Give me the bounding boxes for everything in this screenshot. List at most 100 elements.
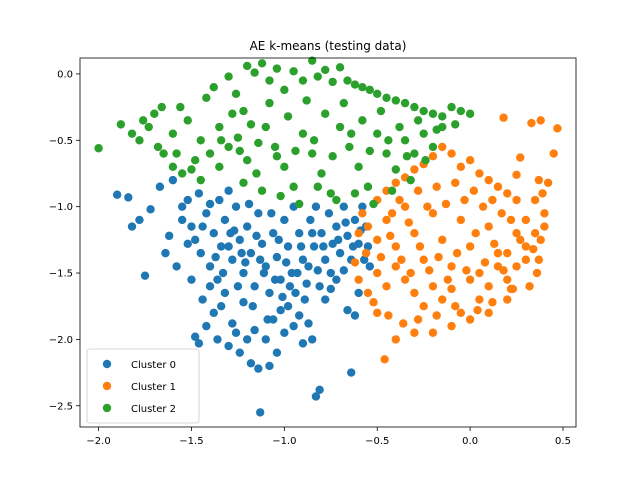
data-point: [434, 252, 443, 262]
legend-marker: [102, 359, 112, 369]
data-point: [239, 268, 248, 278]
data-point: [190, 156, 200, 165]
data-point: [265, 76, 274, 85]
data-point: [447, 262, 456, 271]
data-point: [386, 231, 395, 241]
data-point: [382, 93, 391, 103]
data-point: [326, 268, 335, 278]
data-point: [382, 282, 391, 291]
data-point: [335, 248, 345, 258]
data-point: [177, 202, 187, 211]
data-point: [285, 282, 295, 291]
data-point: [213, 335, 222, 344]
data-point: [209, 308, 218, 318]
data-point: [209, 229, 218, 238]
data-point: [387, 209, 397, 218]
data-point: [242, 222, 252, 231]
data-point: [272, 152, 282, 161]
data-point: [239, 298, 248, 307]
data-point: [205, 199, 215, 209]
data-point: [484, 282, 493, 291]
data-point: [276, 305, 285, 315]
data-point: [283, 302, 293, 311]
data-point: [428, 152, 438, 161]
data-point: [187, 165, 196, 174]
data-point: [272, 64, 282, 73]
data-point: [365, 262, 374, 271]
data-point: [228, 319, 237, 328]
data-point: [196, 248, 205, 258]
x-axis: −2.0 −1.5 −1.0 −0.5 0.0 0.5: [86, 427, 571, 447]
data-point: [493, 248, 503, 258]
data-point: [354, 229, 363, 238]
data-point: [529, 244, 538, 254]
data-point: [255, 408, 265, 417]
data-point: [161, 248, 170, 258]
data-point: [475, 169, 484, 178]
data-point: [224, 242, 233, 251]
data-point: [419, 106, 428, 116]
data-point: [265, 98, 274, 108]
x-tick-label: −1.5: [179, 436, 203, 447]
data-point: [157, 102, 166, 112]
data-point: [291, 146, 300, 156]
data-point: [503, 275, 512, 284]
data-point: [280, 85, 289, 95]
data-point: [382, 215, 391, 225]
data-point: [298, 339, 308, 348]
data-point: [274, 235, 283, 245]
y-axis: 0.0 −0.5 −1.0 −1.5 −2.0 −2.5: [49, 69, 80, 412]
data-point: [512, 262, 521, 271]
data-point: [343, 76, 352, 85]
data-point: [293, 268, 302, 278]
data-point: [451, 178, 460, 187]
data-point: [410, 229, 419, 238]
data-point: [135, 136, 144, 145]
data-point: [447, 149, 456, 158]
data-point: [413, 315, 423, 324]
data-point: [116, 120, 126, 129]
data-point: [456, 308, 466, 318]
data-point: [168, 129, 178, 138]
data-point: [198, 295, 207, 304]
data-point: [402, 152, 412, 161]
data-point: [308, 149, 317, 158]
data-point: [480, 258, 490, 267]
data-point: [326, 284, 335, 294]
data-point: [308, 229, 317, 238]
data-point: [413, 186, 423, 195]
y-tick-label: −2.0: [49, 335, 73, 346]
data-point: [127, 222, 137, 231]
data-point: [315, 385, 324, 395]
data-point: [183, 116, 192, 125]
data-point: [350, 258, 360, 267]
data-point: [540, 209, 549, 218]
data-point: [358, 83, 367, 92]
data-point: [376, 106, 386, 116]
data-point: [194, 189, 204, 198]
x-tick-label: 0.0: [462, 436, 478, 447]
data-point: [246, 248, 256, 258]
data-point: [373, 268, 382, 278]
data-point: [350, 80, 360, 89]
data-point: [503, 248, 512, 258]
y-tick-label: −1.0: [49, 202, 73, 213]
data-point: [269, 229, 278, 238]
data-point: [196, 175, 205, 185]
data-point: [187, 275, 196, 284]
data-point: [291, 288, 300, 298]
legend-marker: [102, 403, 112, 413]
data-point: [237, 248, 246, 258]
data-point: [311, 392, 321, 401]
data-point: [490, 239, 499, 249]
data-point: [506, 215, 516, 225]
data-point: [410, 328, 419, 337]
data-point: [216, 242, 226, 251]
data-point: [447, 102, 456, 112]
data-point: [257, 59, 267, 68]
plot-frame: [79, 57, 577, 428]
data-point: [231, 89, 241, 99]
data-point: [438, 112, 447, 121]
data-point: [306, 215, 315, 225]
data-point: [246, 359, 256, 368]
